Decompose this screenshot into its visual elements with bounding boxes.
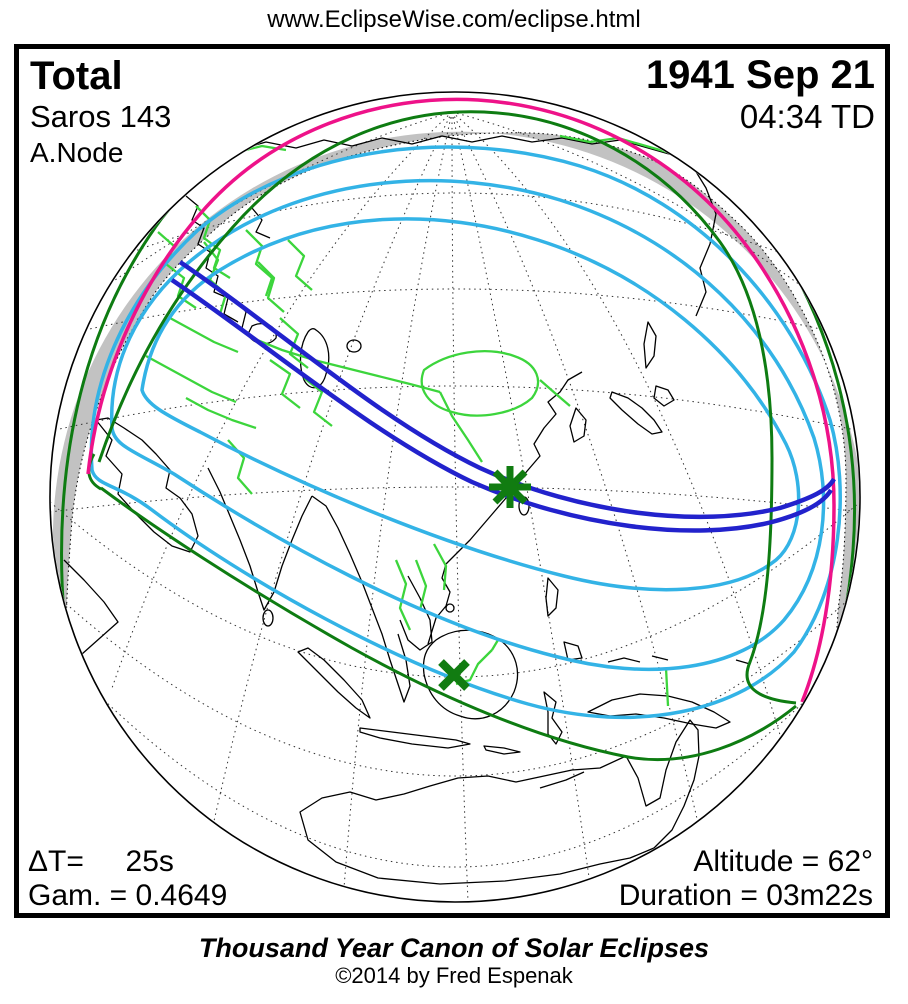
totality-path: [170, 260, 836, 533]
eclipse-date: 1941 Sep 21: [645, 53, 875, 97]
globe-outline: [49, 91, 861, 903]
rise-set-curve: [86, 97, 836, 703]
eclipse-info-top-right: 1941 Sep 21 04:34 TD: [646, 52, 875, 136]
subsolar-point-marker: [438, 659, 470, 691]
duration-value: Duration = 03m22s: [618, 879, 873, 912]
copyright: ©2014 by Fred Espenak: [335, 963, 573, 988]
obscuration-contours: [89, 145, 842, 720]
eclipse-info-bottom-left: ΔT= 25s Gam. = 0.4649: [28, 845, 227, 913]
eclipse-time: 04:34 TD: [739, 98, 875, 135]
eclipse-node: A.Node: [30, 137, 124, 168]
eclipse-type: Total: [30, 54, 123, 98]
eclipse-info-bottom-right: Altitude = 62° Duration = 03m22s: [619, 845, 873, 913]
footer: Thousand Year Canon of Solar Eclipses ©2…: [0, 933, 908, 989]
header-url: www.EclipseWise.com/eclipse.html: [267, 6, 641, 33]
globe-disc: [50, 92, 860, 902]
canon-title: Thousand Year Canon of Solar Eclipses: [198, 933, 710, 963]
gamma-value: Gam. = 0.4649: [28, 879, 228, 912]
greatest-eclipse-marker: [489, 466, 531, 508]
eclipse-saros: Saros 143: [30, 99, 172, 134]
delta-t-value: ΔT= 25s: [28, 845, 174, 878]
country-borders: [131, 134, 695, 707]
penumbra-limit-lines: [60, 93, 856, 762]
eclipse-info-top-left: Total Saros 143 A.Node: [30, 54, 171, 170]
altitude-value: Altitude = 62°: [693, 845, 873, 878]
